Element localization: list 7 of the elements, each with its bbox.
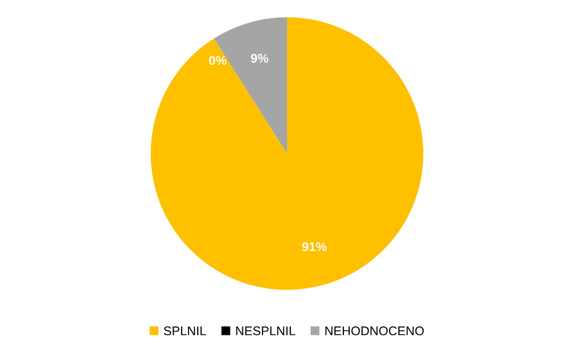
legend-label: NESPLNIL: [236, 326, 296, 336]
legend-label: SPLNIL: [164, 326, 206, 336]
text: 0%: [209, 56, 226, 65]
pie-slice: [150, 17, 424, 290]
data-label: 91%: [302, 242, 327, 252]
legend-label: NEHODNOCENO: [325, 326, 424, 336]
data-label: 9%: [251, 54, 268, 63]
